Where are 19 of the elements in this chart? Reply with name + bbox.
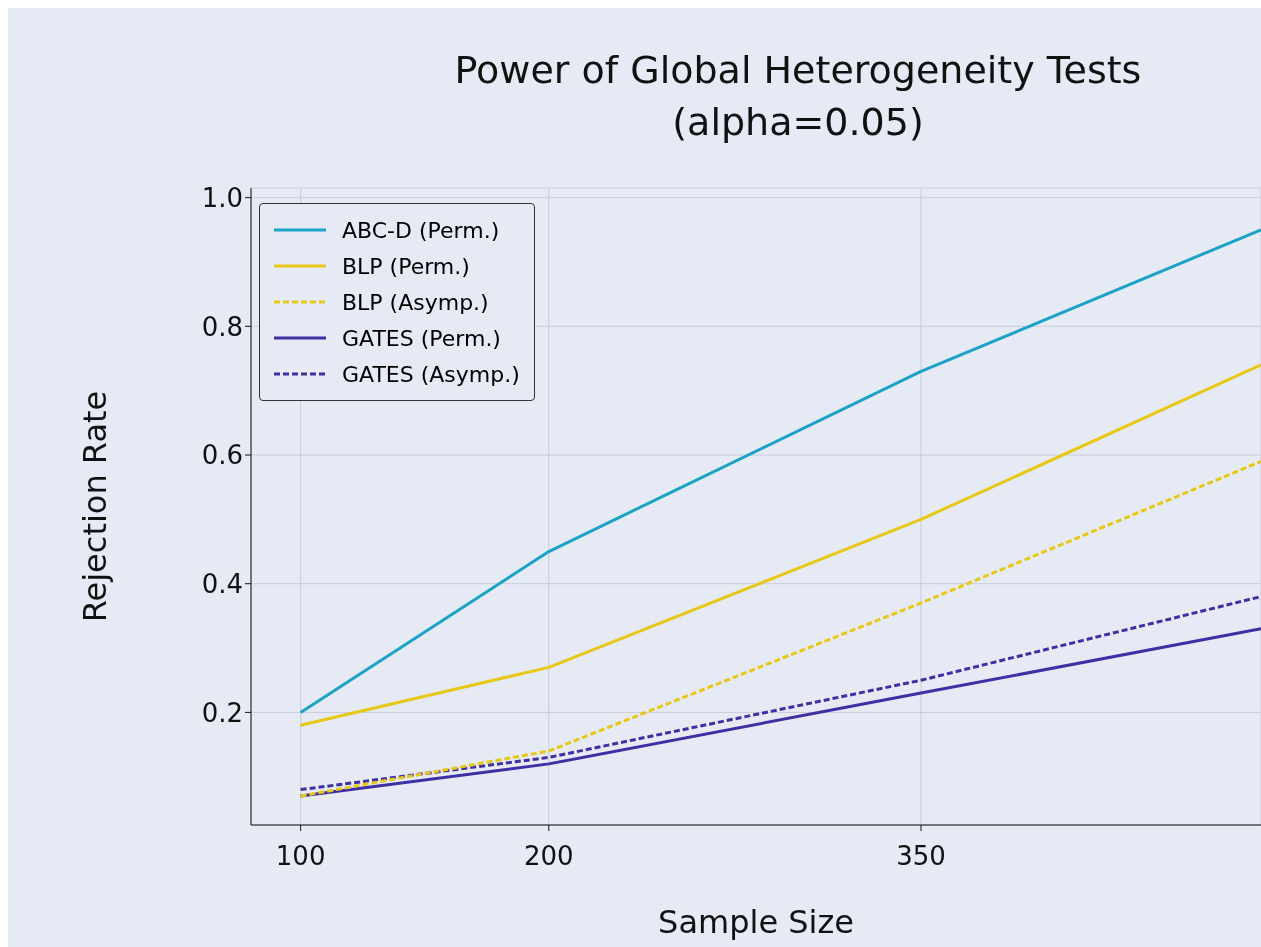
x-tick-label: 350 — [896, 841, 946, 872]
y-tick-label: 0.4 — [201, 568, 243, 599]
x-tick-label: 200 — [523, 841, 574, 872]
legend-label: GATES (Asymp.) — [342, 361, 520, 387]
y-tick-label: 0.8 — [201, 311, 243, 342]
legend-label: BLP (Asymp.) — [342, 289, 489, 315]
line-series — [299, 595, 1261, 792]
line-series — [299, 459, 1261, 798]
legend-label: GATES (Perm.) — [342, 325, 501, 351]
y-tick-label: 0.6 — [201, 440, 243, 471]
legend-label: BLP (Perm.) — [342, 253, 470, 279]
chart-title: Power of Global Heterogeneity Tests (alpha=0.05) — [453, 47, 1143, 146]
x-axis-title: Sample Size — [658, 903, 854, 941]
line-series — [299, 363, 1261, 727]
x-tick-label: 100 — [275, 841, 326, 872]
legend-label: ABC-D (Perm.) — [342, 217, 500, 243]
y-tick-label: 1.0 — [201, 182, 243, 213]
y-tick-label: 0.2 — [201, 697, 243, 728]
y-axis-title: Rejection Rate — [76, 390, 115, 623]
